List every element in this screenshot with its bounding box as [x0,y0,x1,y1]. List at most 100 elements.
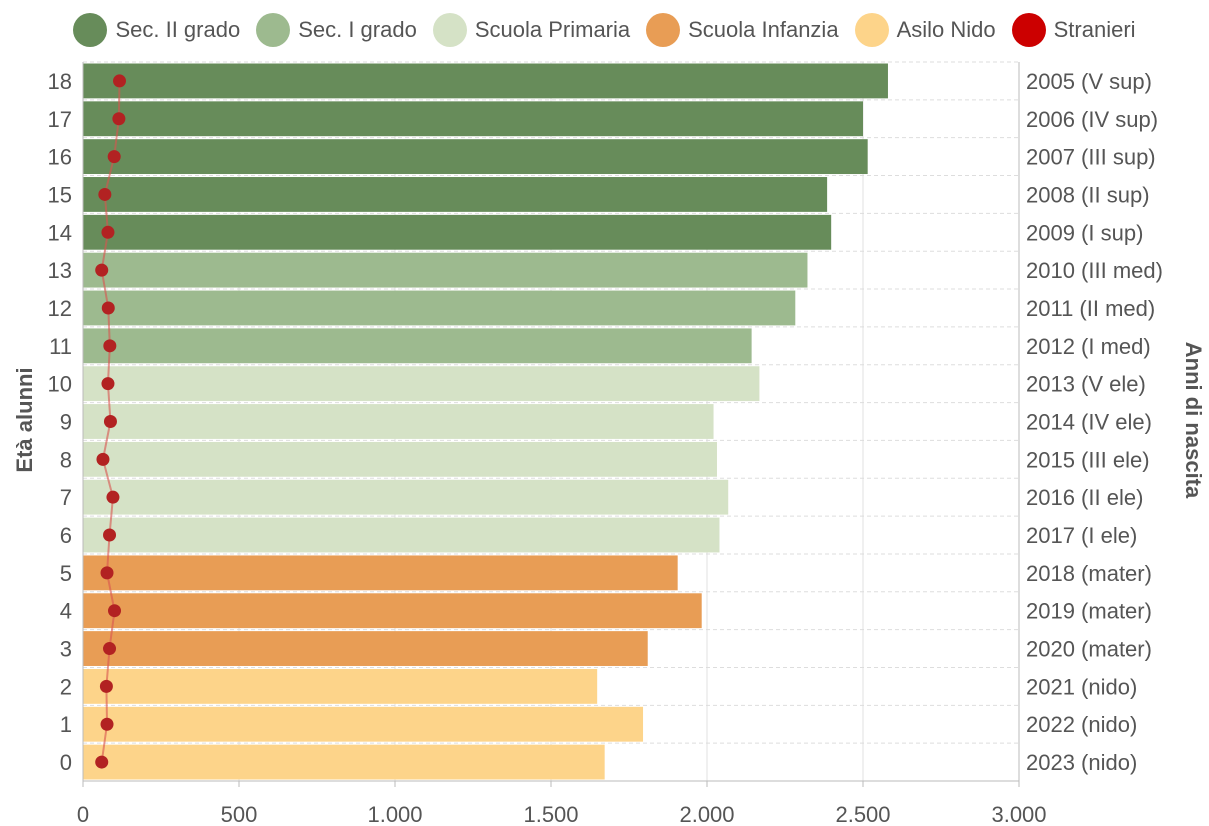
legend-label-scuola-primaria: Scuola Primaria [474,17,631,42]
bar[interactable] [83,366,760,402]
right-tick-label: 2005 (V sup) [1026,69,1152,94]
bar-layer [83,63,888,780]
stranieri-point[interactable] [106,490,120,504]
stranieri-point[interactable] [103,528,117,542]
legend-item-sec-ii-grado[interactable]: Sec. II grado [73,13,240,47]
y-tick-label: 0 [60,750,72,775]
stranieri-point[interactable] [101,301,115,315]
bar[interactable] [83,63,888,99]
legend-label-scuola-infanzia: Scuola Infanzia [688,17,839,42]
bar[interactable] [83,744,605,780]
right-tick-label: 2014 (IV ele) [1026,410,1152,435]
x-tick-label: 0 [77,802,89,826]
legend-label-asilo-nido: Asilo Nido [896,17,996,42]
y-tick-label: 18 [48,69,72,94]
x-tick-label: 1.000 [367,802,422,826]
x-tick-label: 1.500 [523,802,578,826]
bar[interactable] [83,101,863,137]
legend-swatch-scuola-infanzia [646,13,681,47]
right-tick-label: 2012 (I med) [1026,334,1151,359]
stranieri-point[interactable] [100,566,114,580]
bar[interactable] [83,593,702,629]
stranieri-point[interactable] [103,642,117,656]
right-tick-label: 2007 (III sup) [1026,145,1156,170]
right-tick-label: 2022 (nido) [1026,712,1137,737]
y-tick-label: 13 [48,258,72,283]
stranieri-point[interactable] [100,717,114,731]
bar[interactable] [83,404,714,439]
y-tick-label: 8 [60,447,72,472]
stranieri-point[interactable] [95,263,109,277]
bar[interactable] [83,139,868,175]
stranieri-point[interactable] [107,150,121,164]
x-tick-label: 2.000 [679,802,734,826]
axis-layer: 18 2005 (V sup)17 2006 (IV sup)16 2007 (III… [48,62,1163,826]
bar[interactable] [83,555,678,591]
x-tick-label: 500 [221,802,258,826]
x-tick-label: 3.000 [991,802,1046,826]
y-tick-label: 7 [60,485,72,510]
legend-label-stranieri: Stranieri [1053,17,1136,42]
bar[interactable] [83,252,808,288]
y-tick-label: 5 [60,561,72,586]
right-tick-label: 2021 (nido) [1026,674,1137,699]
bar[interactable] [83,631,648,666]
y-tick-label: 9 [60,410,72,435]
stranieri-point[interactable] [95,755,109,769]
right-tick-label: 2019 (mater) [1026,599,1152,624]
right-tick-label: 2018 (mater) [1026,561,1152,586]
stranieri-point[interactable] [103,415,117,428]
stranieri-point[interactable] [99,679,113,693]
legend-item-scuola-primaria[interactable]: Scuola Primaria [432,13,631,47]
bar[interactable] [83,177,828,212]
bar[interactable] [83,668,598,704]
y-tick-label: 4 [60,599,72,624]
legend-label-sec-ii-grado: Sec. II grado [115,17,241,42]
y-tick-label: 15 [48,182,72,207]
y-tick-label: 12 [48,296,72,321]
stranieri-point[interactable] [98,187,112,201]
y-tick-label: 2 [60,674,72,699]
right-tick-label: 2016 (II ele) [1026,485,1143,510]
legend-item-stranieri[interactable]: Stranieri [1011,13,1136,47]
y-tick-label: 1 [60,712,72,737]
right-tick-label: 2013 (V ele) [1026,372,1146,397]
legend-item-sec-i-grado[interactable]: Sec. I grado [256,13,417,47]
y-axis-title: Età alunni [12,367,37,472]
bar[interactable] [83,290,796,326]
bar[interactable] [83,441,717,477]
stranieri-point[interactable] [113,74,127,88]
bar[interactable] [83,479,729,515]
stranieri-point[interactable] [108,604,122,618]
bar[interactable] [83,706,644,742]
legend-swatch-sec-ii-grado [73,13,108,47]
right-tick-label: 2015 (III ele) [1026,447,1150,472]
y-tick-label: 17 [48,107,72,132]
y-tick-label: 16 [48,145,72,170]
legend-swatch-scuola-primaria [432,13,467,47]
right-tick-label: 2023 (nido) [1026,750,1137,775]
legend-swatch-sec-i-grado [256,13,291,47]
stranieri-point[interactable] [103,339,117,353]
y-tick-label: 14 [48,220,72,245]
right-tick-label: 2009 (I sup) [1026,220,1143,245]
bar[interactable] [83,328,752,364]
y-tick-label: 11 [49,334,72,359]
legend: Sec. II grado Sec. I grado Scuola Primar… [0,8,1209,52]
stranieri-point[interactable] [112,112,126,126]
stranieri-point[interactable] [101,225,115,239]
legend-item-asilo-nido[interactable]: Asilo Nido [854,13,996,47]
stranieri-point[interactable] [101,377,115,391]
stranieri-point[interactable] [96,452,110,466]
legend-swatch-asilo-nido [854,13,889,47]
bar[interactable] [83,517,720,553]
y-tick-label: 3 [60,637,72,662]
y-tick-label: 10 [48,372,72,397]
y-tick-label: 6 [60,523,72,548]
x-tick-label: 2.500 [835,802,890,826]
right-tick-label: 2010 (III med) [1026,258,1163,283]
bar[interactable] [83,214,832,250]
legend-item-scuola-infanzia[interactable]: Scuola Infanzia [646,13,839,47]
